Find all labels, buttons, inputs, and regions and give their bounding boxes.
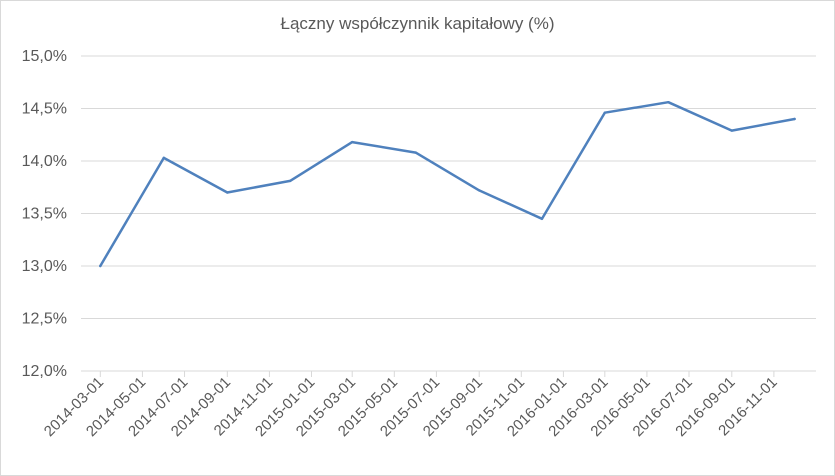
- series-line: [99, 100, 796, 268]
- y-tick-label: 15,0%: [22, 48, 67, 65]
- data-point: [603, 111, 607, 114]
- y-tick-label: 14,0%: [22, 153, 67, 170]
- data-point: [162, 156, 166, 160]
- y-tick-label: 12,0%: [22, 363, 67, 380]
- data-point: [226, 191, 229, 194]
- data-point: [730, 129, 734, 132]
- y-tick-label: 14,5%: [22, 101, 67, 118]
- data-point: [351, 140, 354, 144]
- data-point: [99, 264, 102, 268]
- data-point: [288, 179, 292, 183]
- data-point: [540, 217, 544, 220]
- data-point: [667, 101, 670, 104]
- y-tick-label: 13,5%: [22, 206, 67, 223]
- data-point: [478, 189, 481, 192]
- y-tick-label: 13,0%: [22, 258, 67, 275]
- data-point: [414, 151, 417, 154]
- data-point: [793, 117, 796, 121]
- y-tick-label: 12,5%: [22, 311, 67, 328]
- chart-title: Łączny współczynnik kapitałowy (%): [280, 14, 555, 33]
